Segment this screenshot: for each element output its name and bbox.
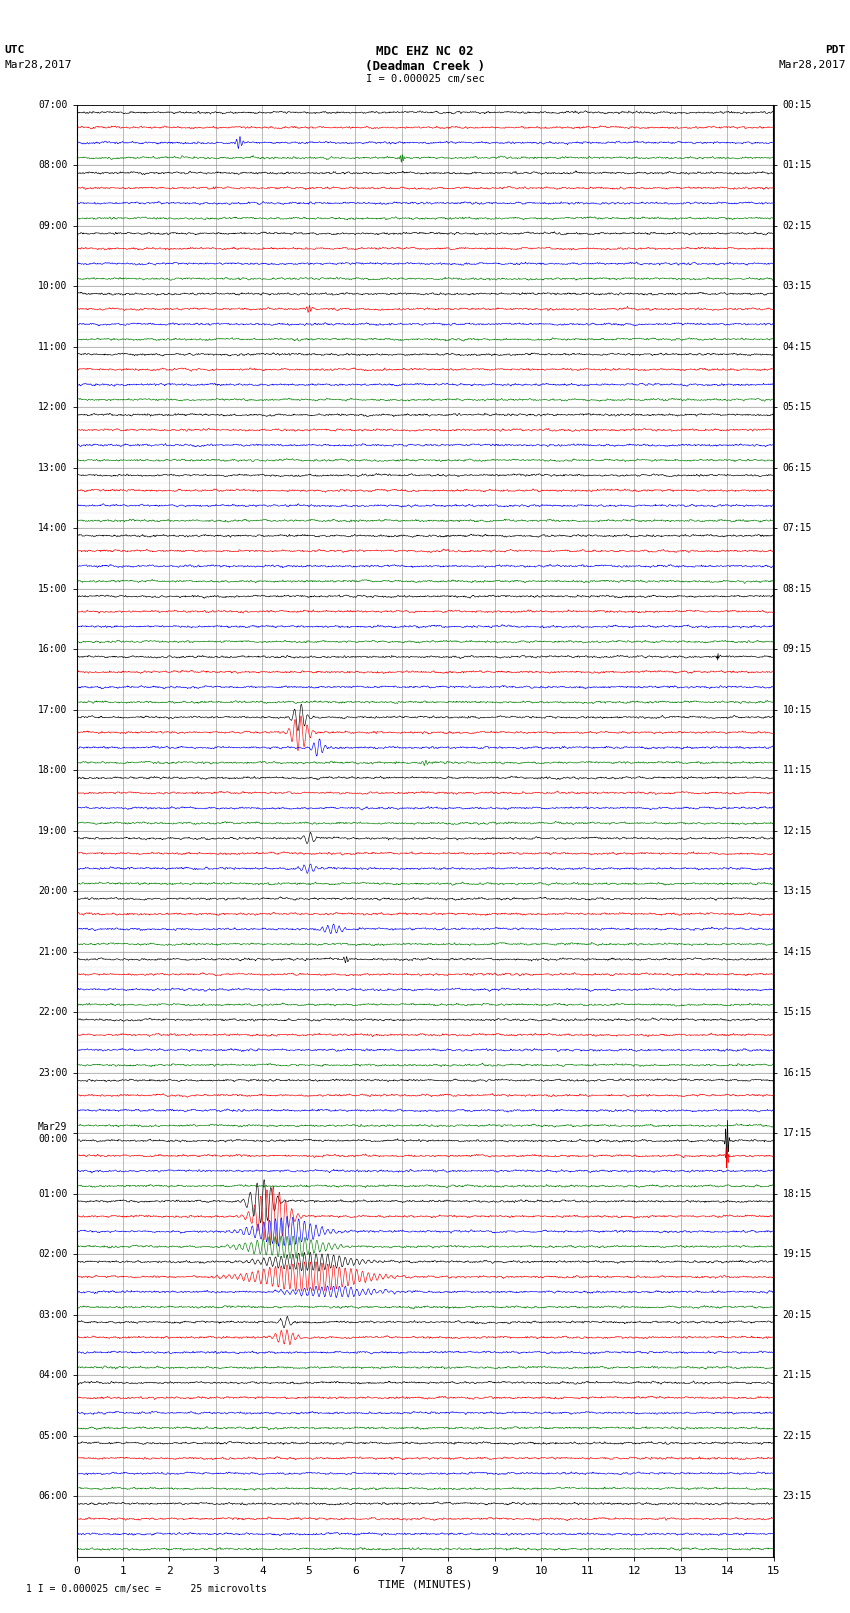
Text: Mar28,2017: Mar28,2017	[4, 60, 71, 69]
Text: 1 I = 0.000025 cm/sec =     25 microvolts: 1 I = 0.000025 cm/sec = 25 microvolts	[26, 1584, 266, 1594]
X-axis label: TIME (MINUTES): TIME (MINUTES)	[377, 1579, 473, 1590]
Text: MDC EHZ NC 02: MDC EHZ NC 02	[377, 45, 473, 58]
Text: UTC: UTC	[4, 45, 25, 55]
Text: (Deadman Creek ): (Deadman Creek )	[365, 60, 485, 73]
Text: I = 0.000025 cm/sec: I = 0.000025 cm/sec	[366, 74, 484, 84]
Text: Mar28,2017: Mar28,2017	[779, 60, 846, 69]
Text: PDT: PDT	[825, 45, 846, 55]
